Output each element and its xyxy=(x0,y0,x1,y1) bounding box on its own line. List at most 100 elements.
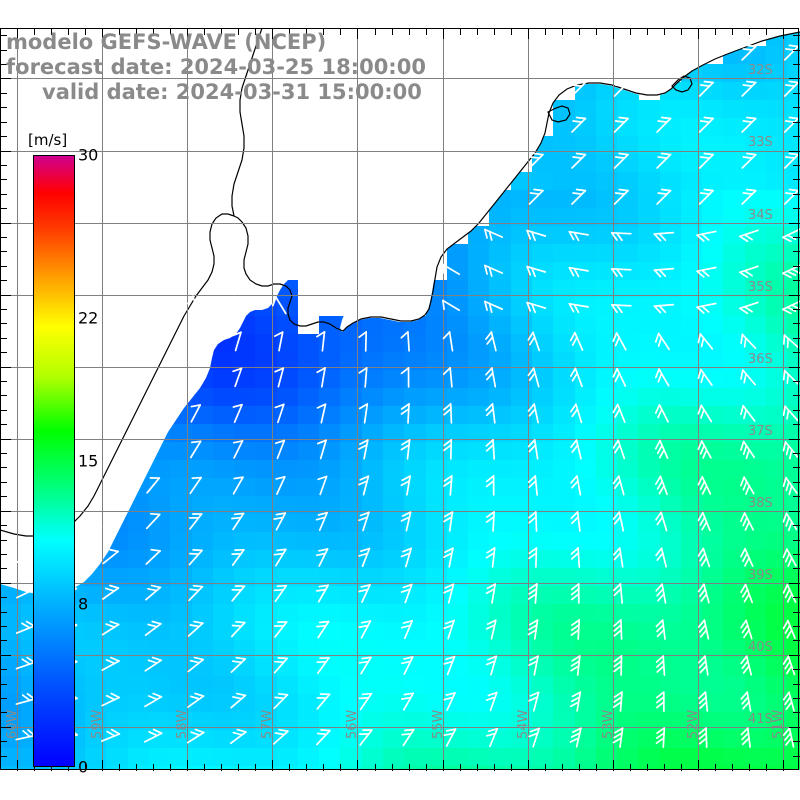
raster-cell xyxy=(212,532,235,551)
raster-cell xyxy=(638,298,661,317)
raster-cell xyxy=(659,280,682,299)
raster-cell xyxy=(680,496,703,515)
raster-cell xyxy=(212,622,235,641)
raster-cell xyxy=(212,298,235,317)
raster-cell xyxy=(723,136,746,155)
raster-cell xyxy=(446,568,469,587)
raster-cell xyxy=(404,370,427,389)
raster-cell xyxy=(723,460,746,479)
raster-cell xyxy=(276,352,299,371)
raster-cell xyxy=(659,532,682,551)
raster-cell xyxy=(489,424,512,443)
raster-cell xyxy=(212,478,235,497)
colorbar-tick-8: 8 xyxy=(78,594,89,614)
raster-cell xyxy=(319,676,341,695)
tick xyxy=(793,597,800,599)
raster-cell xyxy=(234,244,256,263)
tick xyxy=(17,28,18,39)
raster-cell xyxy=(510,226,533,245)
raster-cell xyxy=(234,280,256,299)
tick xyxy=(0,481,7,483)
raster-cell xyxy=(531,766,554,770)
raster-cell xyxy=(383,460,405,479)
raster-cell xyxy=(489,712,512,731)
tick xyxy=(783,28,784,39)
tick xyxy=(793,280,800,282)
raster-cell xyxy=(446,532,469,551)
raster-cell xyxy=(531,622,554,641)
raster-cell xyxy=(404,550,427,569)
tick xyxy=(789,150,800,152)
raster-cell xyxy=(617,316,639,335)
raster-cell xyxy=(787,748,800,767)
raster-cell xyxy=(170,766,193,770)
raster-cell xyxy=(85,766,107,770)
raster-cell xyxy=(383,622,405,641)
tick xyxy=(187,760,189,771)
tick xyxy=(793,208,800,210)
raster-cell xyxy=(106,550,129,569)
raster-cell xyxy=(766,370,788,389)
raster-cell xyxy=(510,586,533,605)
raster-cell xyxy=(723,190,746,209)
raster-cell xyxy=(617,748,639,767)
tick xyxy=(0,164,7,166)
raster-cell xyxy=(468,334,490,353)
tick xyxy=(0,352,7,354)
raster-cell xyxy=(404,712,427,731)
raster-cell xyxy=(489,514,512,533)
raster-cell xyxy=(340,370,363,389)
raster-cell xyxy=(638,676,661,695)
raster-cell xyxy=(297,370,320,389)
raster-cell xyxy=(659,154,682,173)
raster-cell xyxy=(468,622,490,641)
tick xyxy=(476,28,478,35)
tick xyxy=(0,179,7,181)
raster-cell xyxy=(744,658,767,677)
raster-cell xyxy=(744,622,767,641)
raster-cell xyxy=(702,154,724,173)
raster-cell xyxy=(680,226,703,245)
raster-cell xyxy=(766,748,788,767)
raster-cell xyxy=(531,676,554,695)
raster-cell xyxy=(638,766,661,770)
raster-cell xyxy=(553,766,576,770)
raster-cell xyxy=(766,712,788,731)
raster-cell xyxy=(446,388,469,407)
raster-cell xyxy=(234,658,256,677)
tick xyxy=(789,510,800,512)
raster-cell xyxy=(659,190,682,209)
raster-cell xyxy=(680,370,703,389)
raster-cell xyxy=(446,550,469,569)
raster-cell xyxy=(148,514,171,533)
lon-label-52W: 52W xyxy=(685,709,701,739)
raster-cell xyxy=(255,406,278,425)
raster-cell xyxy=(574,154,597,173)
raster-cell xyxy=(510,550,533,569)
raster-cell xyxy=(446,622,469,641)
raster-cell xyxy=(404,442,427,461)
raster-cell xyxy=(425,352,448,371)
tick xyxy=(793,424,800,426)
raster-cell xyxy=(468,352,490,371)
raster-cell xyxy=(191,352,214,371)
raster-cell xyxy=(383,766,405,770)
raster-cell xyxy=(659,622,682,641)
raster-cell xyxy=(127,604,150,623)
tick xyxy=(0,741,7,743)
raster-cell xyxy=(617,388,639,407)
raster-cell xyxy=(468,694,490,713)
raster-cell xyxy=(489,334,512,353)
raster-cell xyxy=(553,388,576,407)
raster-cell xyxy=(702,748,724,767)
raster-cell xyxy=(383,514,405,533)
raster-cell xyxy=(510,694,533,713)
tick xyxy=(748,28,750,35)
raster-cell xyxy=(510,316,533,335)
tick xyxy=(0,698,7,699)
raster-cell xyxy=(297,532,320,551)
raster-cell xyxy=(702,442,724,461)
raster-cell xyxy=(319,586,341,605)
raster-cell xyxy=(489,370,512,389)
raster-cell xyxy=(361,586,384,605)
